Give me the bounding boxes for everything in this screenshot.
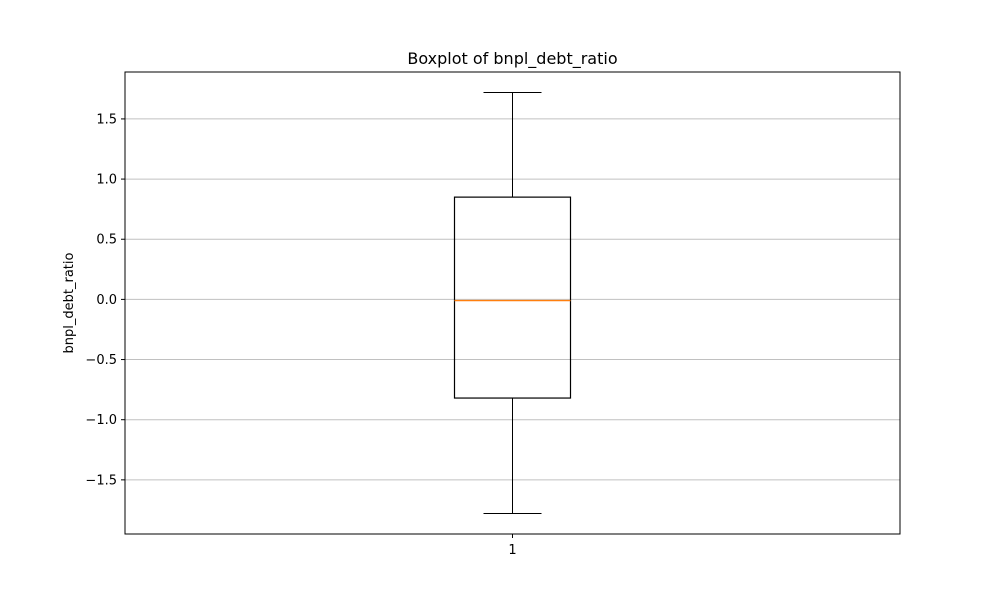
y-tick-label: −1.0 <box>85 413 117 428</box>
box-series <box>453 91 572 515</box>
interquartile-box <box>453 196 572 399</box>
y-tick-label: 1.5 <box>96 112 117 127</box>
y-axis-ticks: −1.5 −1.0 −0.5 0.0 0.5 1.0 1.5 <box>85 112 125 488</box>
chart-title: Boxplot of bnpl_debt_ratio <box>407 49 617 69</box>
y-axis-label: bnpl_debt_ratio <box>62 252 77 353</box>
y-tick-label: 0.0 <box>96 293 117 308</box>
x-axis-ticks: 1 <box>508 534 517 558</box>
x-tick-label: 1 <box>508 543 516 558</box>
y-tick-label: 1.0 <box>96 173 117 188</box>
y-tick-label: −0.5 <box>85 353 117 368</box>
y-tick-label: −1.5 <box>85 473 117 488</box>
y-tick-label: 0.5 <box>96 233 117 248</box>
